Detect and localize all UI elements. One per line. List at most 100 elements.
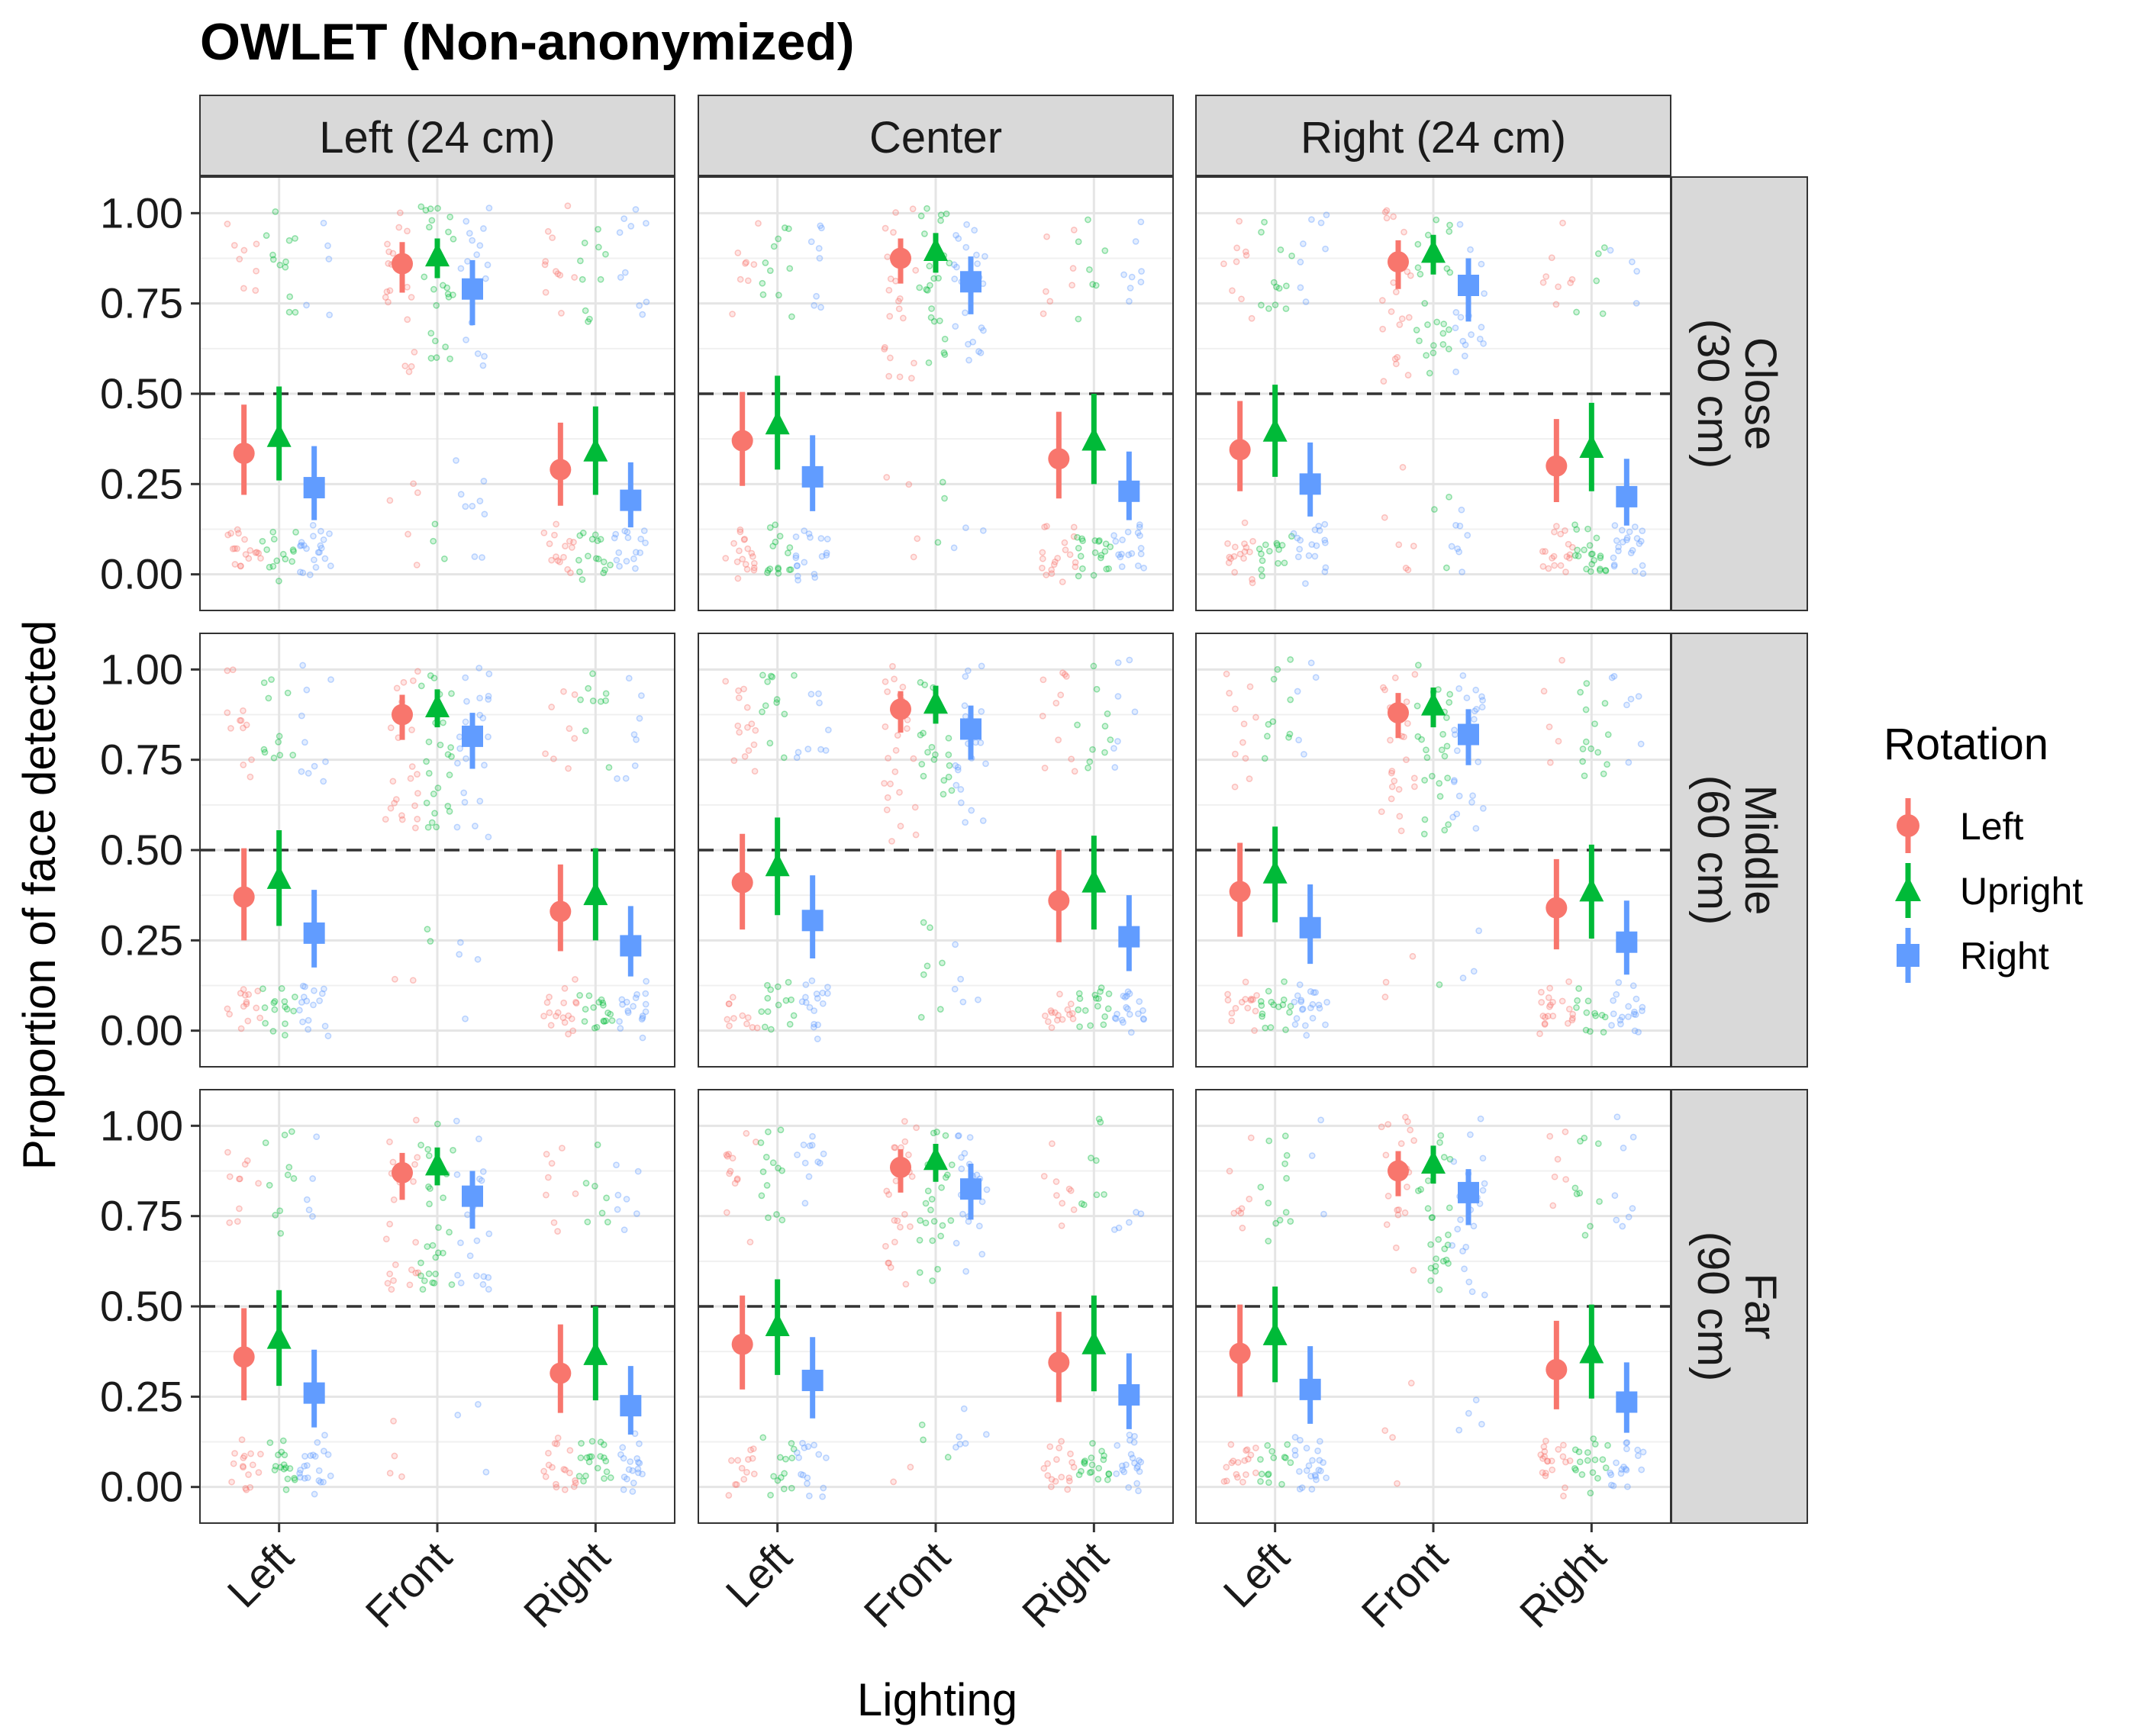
raw-observation-point (1576, 1190, 1584, 1197)
raw-observation-point (781, 710, 788, 718)
raw-observation-point (245, 555, 253, 562)
raw-observation-point (413, 562, 421, 568)
raw-observation-point (936, 317, 943, 324)
raw-observation-point (576, 992, 583, 999)
raw-observation-point (908, 375, 915, 382)
column-strip (1195, 95, 1671, 176)
raw-observation-point (463, 755, 469, 762)
raw-observation-point (1308, 216, 1315, 224)
raw-observation-point (1571, 552, 1579, 559)
raw-observation-point (240, 1464, 247, 1471)
raw-observation-point (740, 536, 748, 543)
raw-observation-point (1258, 1002, 1265, 1010)
raw-observation-point (1044, 1460, 1051, 1467)
raw-observation-point (579, 530, 587, 536)
raw-observation-point (891, 1216, 898, 1224)
raw-observation-point (884, 688, 891, 695)
raw-observation-point (1110, 745, 1117, 752)
raw-observation-point (1581, 546, 1587, 553)
raw-observation-point (255, 1180, 262, 1187)
raw-observation-point (226, 1010, 234, 1018)
raw-observation-point (405, 530, 411, 538)
panel (199, 176, 675, 611)
raw-observation-point (1554, 1155, 1562, 1163)
raw-observation-point (586, 1453, 594, 1461)
raw-observation-point (602, 690, 610, 697)
raw-observation-point (1252, 713, 1259, 721)
raw-observation-point (286, 1465, 294, 1472)
raw-observation-point (764, 981, 771, 989)
mean-point-right (620, 1395, 642, 1417)
raw-observation-point (636, 715, 643, 722)
raw-observation-point (1323, 1474, 1330, 1482)
raw-observation-point (619, 1444, 627, 1451)
raw-observation-point (638, 1016, 646, 1023)
raw-observation-point (1566, 1457, 1574, 1464)
raw-observation-point (585, 318, 591, 325)
raw-observation-point (1252, 1007, 1259, 1015)
raw-observation-point (389, 778, 397, 785)
raw-observation-point (1088, 1461, 1096, 1469)
raw-observation-point (977, 739, 985, 746)
raw-observation-point (1639, 562, 1646, 569)
raw-observation-point (1446, 326, 1452, 333)
raw-observation-point (585, 1458, 593, 1466)
raw-observation-point (237, 562, 244, 570)
raw-observation-point (553, 1440, 561, 1448)
raw-observation-point (1052, 700, 1060, 707)
raw-observation-point (917, 1013, 925, 1021)
raw-observation-point (1258, 550, 1265, 558)
raw-observation-point (602, 1017, 610, 1025)
raw-observation-point (1056, 1445, 1063, 1451)
raw-observation-point (636, 1460, 643, 1467)
raw-observation-point (1389, 1434, 1396, 1441)
raw-observation-point (240, 285, 247, 292)
mean-point-left (392, 1161, 413, 1184)
raw-observation-point (1265, 987, 1272, 995)
raw-observation-point (801, 527, 808, 534)
raw-observation-point (1610, 672, 1618, 680)
raw-observation-point (1059, 1200, 1066, 1207)
raw-observation-point (542, 750, 549, 758)
raw-observation-point (1481, 1180, 1488, 1187)
raw-observation-point (314, 549, 322, 556)
raw-observation-point (224, 667, 231, 675)
raw-observation-point (481, 353, 488, 360)
raw-observation-point (1286, 730, 1294, 738)
raw-observation-point (923, 205, 930, 212)
raw-observation-point (276, 1207, 284, 1215)
raw-observation-point (227, 530, 234, 537)
raw-observation-point (1058, 1222, 1065, 1229)
raw-observation-point (1424, 1177, 1432, 1184)
raw-observation-point (1086, 758, 1094, 765)
raw-observation-point (321, 985, 327, 993)
raw-observation-point (955, 235, 962, 242)
raw-observation-point (746, 1238, 754, 1246)
raw-observation-point (1381, 1427, 1389, 1435)
raw-observation-point (540, 1013, 547, 1019)
mean-point-left (550, 459, 572, 481)
raw-observation-point (421, 273, 428, 281)
raw-observation-point (798, 998, 806, 1006)
raw-observation-point (918, 1421, 926, 1428)
raw-observation-point (896, 373, 904, 381)
raw-observation-point (739, 1012, 746, 1019)
raw-observation-point (1440, 320, 1448, 327)
raw-observation-point (414, 771, 421, 778)
raw-observation-point (1270, 1001, 1278, 1009)
raw-observation-point (1225, 559, 1233, 566)
raw-observation-point (1457, 1216, 1464, 1223)
raw-observation-point (224, 709, 231, 717)
raw-observation-point (1436, 1139, 1443, 1146)
raw-observation-point (1312, 1473, 1320, 1480)
raw-observation-point (393, 684, 401, 692)
raw-observation-point (1553, 523, 1560, 530)
raw-observation-point (423, 799, 430, 807)
raw-observation-point (1461, 1265, 1468, 1273)
raw-observation-point (1639, 1448, 1647, 1456)
raw-observation-point (1313, 1476, 1320, 1483)
raw-observation-point (642, 1008, 649, 1016)
raw-observation-point (813, 292, 820, 300)
raw-observation-point (398, 812, 405, 820)
raw-observation-point (1089, 1440, 1096, 1447)
